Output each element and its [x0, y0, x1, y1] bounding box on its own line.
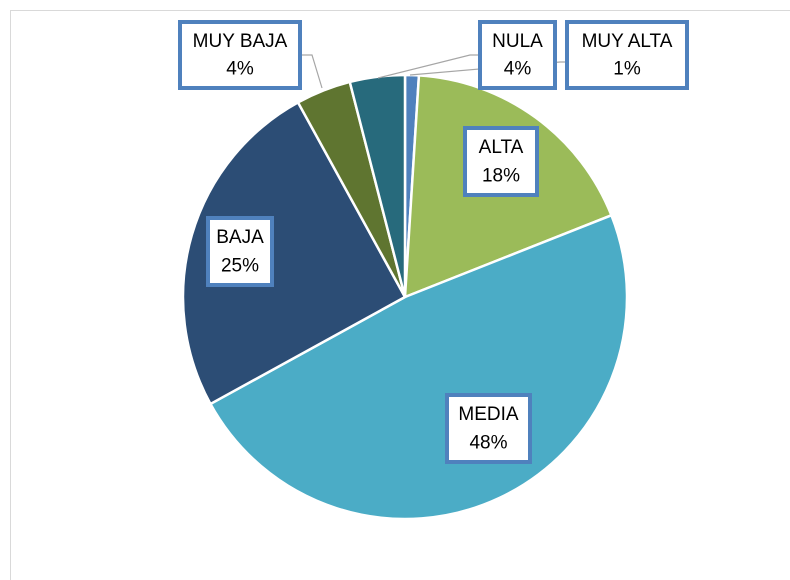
- value-label: 25%: [221, 255, 259, 276]
- category-label: BAJA: [216, 227, 264, 248]
- value-label: 18%: [482, 165, 520, 186]
- pie-slice: [348, 73, 407, 298]
- label-box: [206, 216, 274, 287]
- category-label: NULA: [492, 31, 543, 52]
- leader-line: [300, 54, 323, 89]
- label-box: [463, 126, 539, 197]
- pie: [181, 73, 629, 521]
- label-box: [178, 20, 302, 90]
- value-label: 4%: [226, 59, 254, 80]
- category-label: MEDIA: [458, 404, 519, 425]
- value-label: 4%: [504, 59, 532, 80]
- leader-line: [409, 61, 567, 76]
- value-label: 1%: [613, 59, 641, 80]
- pie-slice: [181, 100, 407, 406]
- label-box: [565, 20, 689, 90]
- category-label: ALTA: [479, 137, 524, 158]
- category-label: MUY ALTA: [582, 31, 673, 52]
- label-box: [445, 393, 532, 464]
- leader-line: [377, 54, 480, 79]
- category-label: MUY BAJA: [193, 31, 288, 52]
- value-label: 48%: [469, 432, 507, 453]
- label-box: [478, 20, 557, 90]
- labels: MUY ALTA 1% ALTA 18% MEDIA 48% BAJA 25% MUY BAJA…: [178, 20, 689, 464]
